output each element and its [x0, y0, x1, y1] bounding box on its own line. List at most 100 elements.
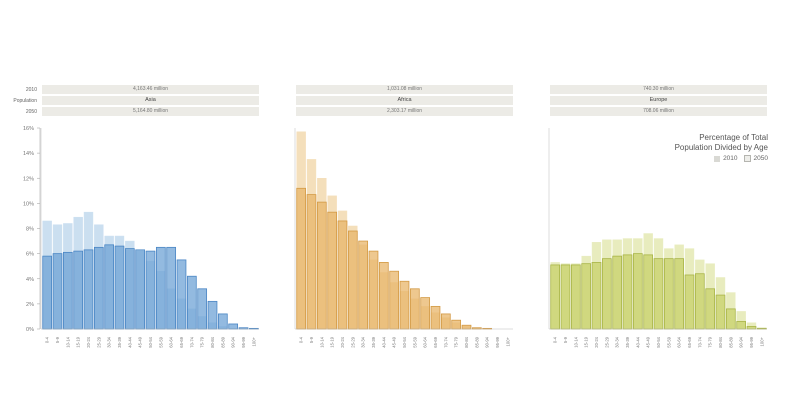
africa-category-label: 0-4 — [299, 336, 304, 343]
africa-bar-2050 — [306, 194, 317, 330]
africa-category-label: 70-74 — [443, 336, 448, 347]
europe-bar-2050 — [612, 255, 623, 330]
africa-bar-2050 — [430, 305, 441, 330]
europe-category-label: 30-34 — [615, 336, 620, 347]
y-tick-label: 4% — [26, 277, 34, 283]
y-tick-label: 16% — [23, 126, 34, 132]
africa-bar-2050 — [461, 324, 472, 330]
europe-bar-2050 — [725, 308, 736, 330]
europe-bar-2050 — [663, 258, 674, 330]
africa-category-label: 60-64 — [423, 336, 428, 347]
legend-label-2010: 2010 — [723, 155, 738, 162]
legend-swatch-2050 — [743, 155, 751, 162]
asia-category-label: 35-39 — [117, 336, 122, 347]
row-label-region: Population — [13, 98, 37, 104]
africa-bar-2050 — [347, 230, 358, 330]
asia-bar-2050 — [114, 245, 125, 330]
y-tick-label: 12% — [23, 176, 34, 182]
europe-pop-2010: 740.30 million — [550, 85, 767, 94]
y-tick-label: 14% — [23, 151, 34, 157]
africa-category-label: 20-24 — [340, 336, 345, 347]
y-tick-label: 6% — [26, 252, 34, 258]
asia-bar-2050 — [83, 249, 94, 330]
asia-bar-2050 — [186, 275, 197, 330]
africa-category-label: 25-29 — [350, 336, 355, 347]
europe-category-label: 75-79 — [708, 336, 713, 347]
asia-bar-2050 — [197, 288, 208, 330]
legend-title: Percentage of Total Population Divided b… — [628, 133, 768, 153]
asia-bar-2050 — [73, 250, 84, 330]
africa-pop-2010: 1,031.08 million — [296, 85, 513, 94]
europe-category-label: 40-44 — [635, 336, 640, 347]
asia-category-label: 80-84 — [210, 336, 215, 347]
asia-category-label: 95-99 — [241, 336, 246, 347]
africa-bar-2050 — [399, 280, 410, 330]
y-tick-label: 10% — [23, 201, 34, 207]
africa-category-label: 65-69 — [433, 336, 438, 347]
africa-pop-2050: 2,303.17 million — [296, 107, 513, 116]
asia-category-label: 30-34 — [107, 336, 112, 347]
europe-bar-2050 — [632, 253, 643, 330]
europe-category-label: 45-49 — [646, 336, 651, 347]
africa-bar-2050 — [316, 201, 327, 330]
asia-category-label: 100+ — [251, 336, 256, 346]
europe-category-label: 95-99 — [749, 336, 754, 347]
asia-bar-2050 — [62, 251, 73, 330]
europe-category-label: 10-14 — [573, 336, 578, 347]
asia-category-label: 85-89 — [220, 336, 225, 347]
europe-bar-2050 — [653, 258, 664, 330]
asia-category-label: 45-49 — [138, 336, 143, 347]
africa-bar-2050 — [451, 319, 462, 330]
europe-category-label: 70-74 — [697, 336, 702, 347]
legend: 2010 2050 — [714, 155, 768, 162]
asia-category-label: 75-79 — [200, 336, 205, 347]
africa-category-label: 95-99 — [495, 336, 500, 347]
africa-category-label: 100+ — [505, 336, 510, 346]
europe-category-label: 5-9 — [563, 336, 568, 343]
africa-category-label: 15-19 — [330, 336, 335, 347]
asia-category-label: 65-69 — [179, 336, 184, 347]
row-label-2050: 2050 — [25, 109, 37, 115]
africa-category-label: 45-49 — [392, 336, 397, 347]
asia-bar-2050 — [228, 323, 239, 330]
legend-swatch-2010 — [714, 155, 721, 162]
africa-bar-2050 — [440, 313, 451, 330]
europe-bar-2050 — [705, 288, 716, 330]
africa-category-label: 10-14 — [319, 336, 324, 347]
africa-category-label: 40-44 — [381, 336, 386, 347]
asia-bar-2050 — [135, 249, 146, 330]
legend-label-2050: 2050 — [753, 155, 768, 162]
africa-bar-2050 — [296, 187, 307, 330]
europe-region-label: Europe — [550, 96, 767, 105]
asia-bar-2050 — [166, 246, 177, 330]
asia-category-label: 20-24 — [86, 336, 91, 347]
asia-category-label: 10-14 — [65, 336, 70, 347]
asia-bar-2050 — [176, 259, 187, 330]
y-tick-label: 0% — [26, 327, 34, 333]
asia-bar-2050 — [93, 246, 104, 330]
africa-bar-2050 — [378, 262, 389, 330]
europe-category-label: 0-4 — [553, 336, 558, 343]
asia-category-label: 70-74 — [189, 336, 194, 347]
europe-bar-2050 — [622, 254, 633, 330]
europe-category-label: 55-59 — [666, 336, 671, 347]
asia-bar-2050 — [104, 244, 115, 330]
africa-category-label: 85-89 — [474, 336, 479, 347]
asia-category-label: 15-19 — [76, 336, 81, 347]
europe-category-label: 65-69 — [687, 336, 692, 347]
asia-bar-2050 — [145, 250, 156, 330]
africa-region-label: Africa — [296, 96, 513, 105]
y-tick-label: 8% — [26, 227, 34, 233]
y-tick-label: 2% — [26, 302, 34, 308]
europe-bar-2050 — [746, 326, 757, 330]
europe-category-label: 100+ — [759, 336, 764, 346]
europe-bar-2050 — [684, 274, 695, 330]
asia-category-label: 90-94 — [231, 336, 236, 347]
europe-category-label: 20-24 — [594, 336, 599, 347]
asia-bar-2050 — [207, 300, 218, 330]
africa-bar-2050 — [420, 297, 431, 330]
africa-bar-2050 — [409, 288, 420, 330]
asia-bar-2050 — [124, 248, 135, 330]
africa-category-label: 80-84 — [464, 336, 469, 347]
africa-category-label: 35-39 — [371, 336, 376, 347]
